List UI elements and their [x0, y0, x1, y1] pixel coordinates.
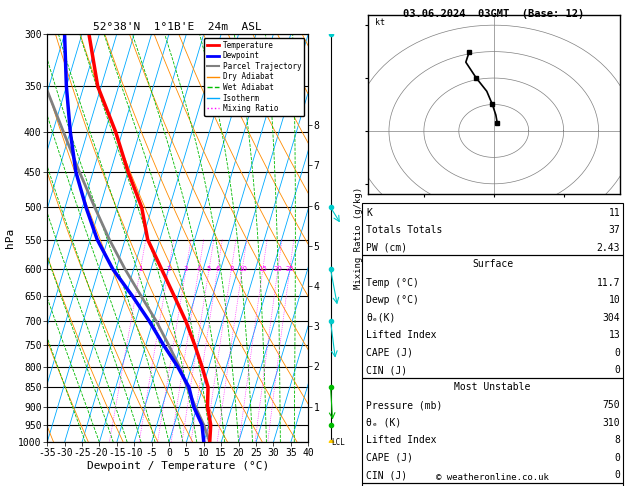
Text: 3: 3 — [184, 266, 188, 272]
Text: 10: 10 — [238, 266, 247, 272]
Text: 2.43: 2.43 — [597, 243, 620, 253]
Text: 2: 2 — [167, 266, 171, 272]
Text: 8: 8 — [229, 266, 233, 272]
Text: 4: 4 — [197, 266, 201, 272]
Text: 13: 13 — [608, 330, 620, 340]
Text: Pressure (mb): Pressure (mb) — [366, 400, 442, 410]
Y-axis label: hPa: hPa — [5, 228, 15, 248]
Text: Dewp (°C): Dewp (°C) — [366, 295, 419, 305]
Text: θₑ (K): θₑ (K) — [366, 418, 401, 428]
Legend: Temperature, Dewpoint, Parcel Trajectory, Dry Adiabat, Wet Adiabat, Isotherm, Mi: Temperature, Dewpoint, Parcel Trajectory… — [204, 38, 304, 116]
Text: 15: 15 — [259, 266, 267, 272]
Title: 52°38'N  1°1B'E  24m  ASL: 52°38'N 1°1B'E 24m ASL — [93, 22, 262, 32]
Text: Most Unstable: Most Unstable — [454, 382, 531, 392]
Text: CAPE (J): CAPE (J) — [366, 348, 413, 358]
Y-axis label: Mixing Ratio (g/kg): Mixing Ratio (g/kg) — [354, 187, 364, 289]
Text: 11.7: 11.7 — [597, 278, 620, 288]
Text: CAPE (J): CAPE (J) — [366, 453, 413, 463]
Text: 1: 1 — [138, 266, 143, 272]
Text: PW (cm): PW (cm) — [366, 243, 407, 253]
Text: 310: 310 — [603, 418, 620, 428]
Text: Lifted Index: Lifted Index — [366, 435, 437, 445]
X-axis label: Dewpoint / Temperature (°C): Dewpoint / Temperature (°C) — [87, 461, 269, 470]
Text: 8: 8 — [615, 435, 620, 445]
Text: Temp (°C): Temp (°C) — [366, 278, 419, 288]
Text: CIN (J): CIN (J) — [366, 470, 407, 480]
Text: 25: 25 — [286, 266, 294, 272]
Text: 0: 0 — [615, 365, 620, 375]
Text: 03.06.2024  03GMT  (Base: 12): 03.06.2024 03GMT (Base: 12) — [403, 9, 584, 19]
Text: 11: 11 — [608, 208, 620, 218]
Text: θₑ(K): θₑ(K) — [366, 313, 396, 323]
Text: K: K — [366, 208, 372, 218]
Text: 304: 304 — [603, 313, 620, 323]
Text: 0: 0 — [615, 470, 620, 480]
Text: LCL: LCL — [331, 438, 345, 447]
Text: Surface: Surface — [472, 260, 513, 269]
Text: Lifted Index: Lifted Index — [366, 330, 437, 340]
Text: CIN (J): CIN (J) — [366, 365, 407, 375]
Text: 37: 37 — [608, 226, 620, 235]
Text: Totals Totals: Totals Totals — [366, 226, 442, 235]
Text: 10: 10 — [608, 295, 620, 305]
Text: 6: 6 — [215, 266, 220, 272]
Text: 20: 20 — [274, 266, 282, 272]
Text: 0: 0 — [615, 453, 620, 463]
Text: 5: 5 — [207, 266, 211, 272]
Text: 0: 0 — [615, 348, 620, 358]
Text: 750: 750 — [603, 400, 620, 410]
Text: © weatheronline.co.uk: © weatheronline.co.uk — [436, 473, 549, 482]
Text: kt: kt — [375, 18, 385, 27]
